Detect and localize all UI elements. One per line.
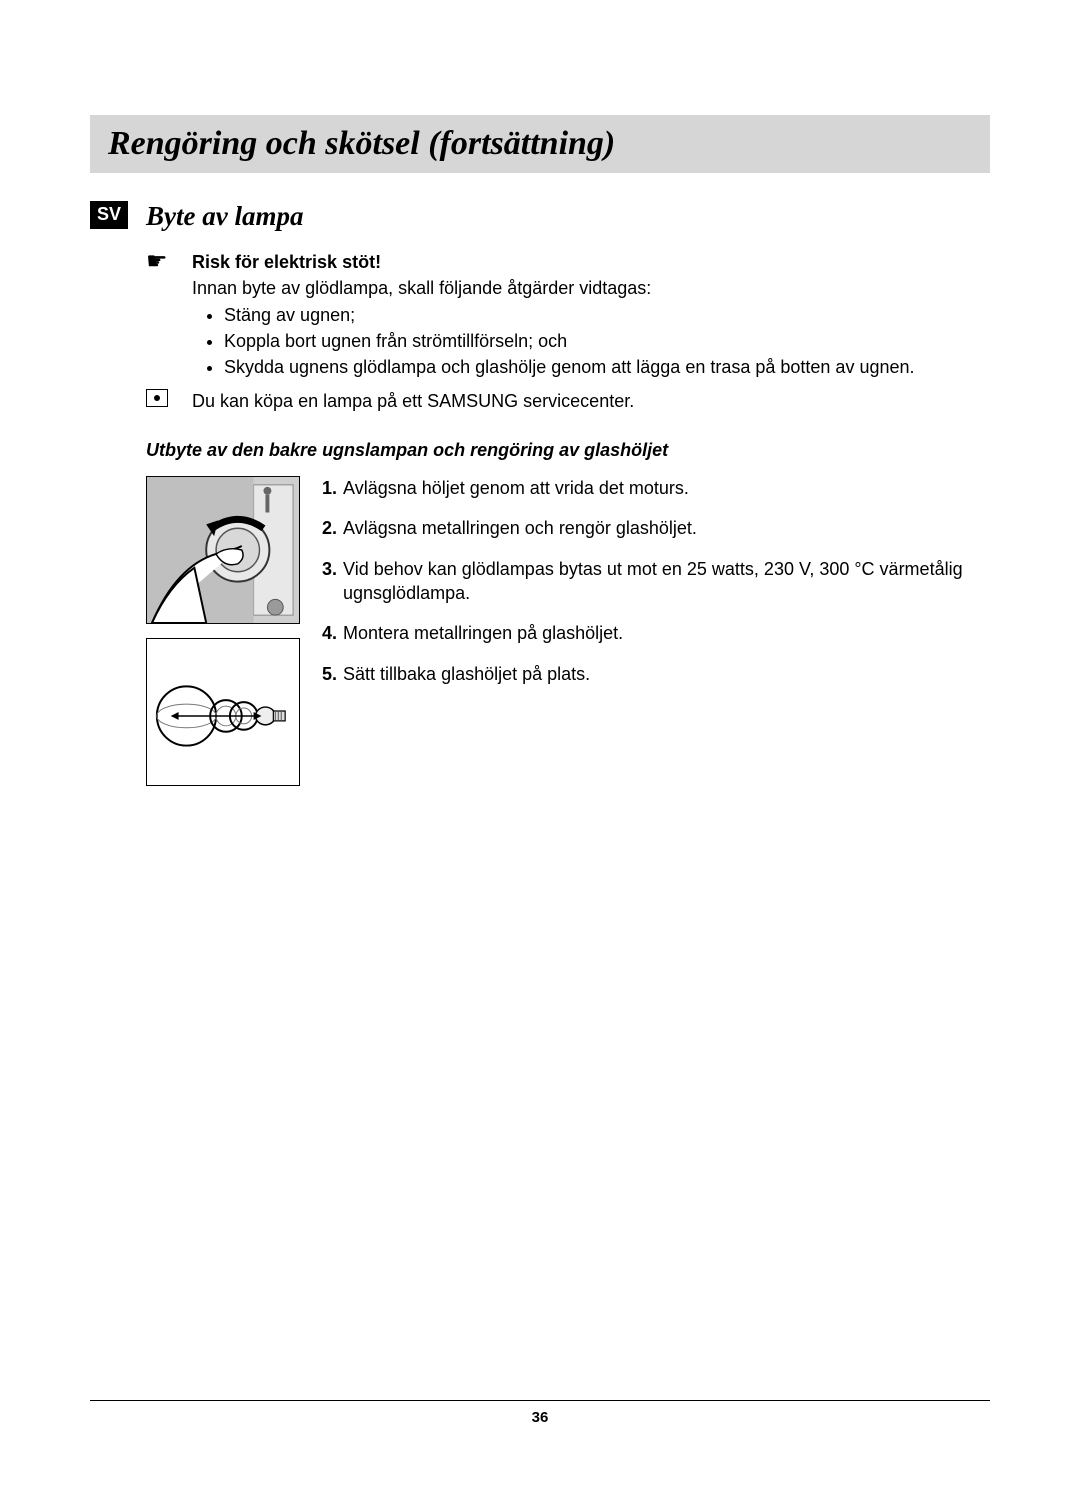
subheading: Utbyte av den bakre ugnslampan och rengö… (146, 438, 990, 462)
step-item: 2. Avlägsna metallringen och rengör glas… (322, 516, 990, 540)
step-text: Avlägsna metallringen och rengör glashöl… (343, 516, 697, 540)
step-text: Montera metallringen på glashöljet. (343, 621, 623, 645)
pointer-icon: ☛ (146, 250, 174, 274)
figure-remove-cover (146, 476, 300, 624)
warning-bullets: Stäng av ugnen; Koppla bort ugnen från s… (192, 303, 990, 380)
warning-body: Risk för elektrisk stöt! Innan byte av g… (192, 250, 990, 381)
content-area: ☛ Risk för elektrisk stöt! Innan byte av… (146, 250, 990, 786)
warning-title: Risk för elektrisk stöt! (192, 250, 990, 274)
page-number: 36 (532, 1409, 549, 1426)
step-item: 4. Montera metallringen på glashöljet. (322, 621, 990, 645)
note-row: Du kan köpa en lampa på ett SAMSUNG serv… (146, 389, 990, 413)
figure-column (146, 476, 300, 786)
warning-bullet: Skydda ugnens glödlampa och glashölje ge… (224, 355, 990, 379)
page-footer: 36 (90, 1400, 990, 1426)
section-header-row: SV Byte av lampa (90, 201, 990, 232)
warning-intro: Innan byte av glödlampa, skall följande … (192, 276, 990, 300)
note-icon (146, 389, 174, 407)
step-item: 5. Sätt tillbaka glashöljet på plats. (322, 662, 990, 686)
note-text: Du kan köpa en lampa på ett SAMSUNG serv… (192, 389, 634, 413)
step-number: 3. (322, 557, 337, 606)
page-title: Rengöring och skötsel (fortsättning) (108, 125, 972, 163)
steps-column: 1. Avlägsna höljet genom att vrida det m… (322, 476, 990, 702)
step-text: Avlägsna höljet genom att vrida det motu… (343, 476, 689, 500)
step-number: 2. (322, 516, 337, 540)
warning-block: ☛ Risk för elektrisk stöt! Innan byte av… (146, 250, 990, 381)
figure-bulb-assembly (146, 638, 300, 786)
procedure-block: 1. Avlägsna höljet genom att vrida det m… (146, 476, 990, 786)
section-title: Byte av lampa (146, 201, 303, 232)
step-item: 3. Vid behov kan glödlampas bytas ut mot… (322, 557, 990, 606)
step-number: 5. (322, 662, 337, 686)
warning-bullet: Stäng av ugnen; (224, 303, 990, 327)
warning-bullet: Koppla bort ugnen från strömtillförseln;… (224, 329, 990, 353)
step-text: Sätt tillbaka glashöljet på plats. (343, 662, 590, 686)
language-badge: SV (90, 201, 128, 229)
step-number: 4. (322, 621, 337, 645)
step-number: 1. (322, 476, 337, 500)
step-text: Vid behov kan glödlampas bytas ut mot en… (343, 557, 990, 606)
title-band: Rengöring och skötsel (fortsättning) (90, 115, 990, 173)
step-item: 1. Avlägsna höljet genom att vrida det m… (322, 476, 990, 500)
